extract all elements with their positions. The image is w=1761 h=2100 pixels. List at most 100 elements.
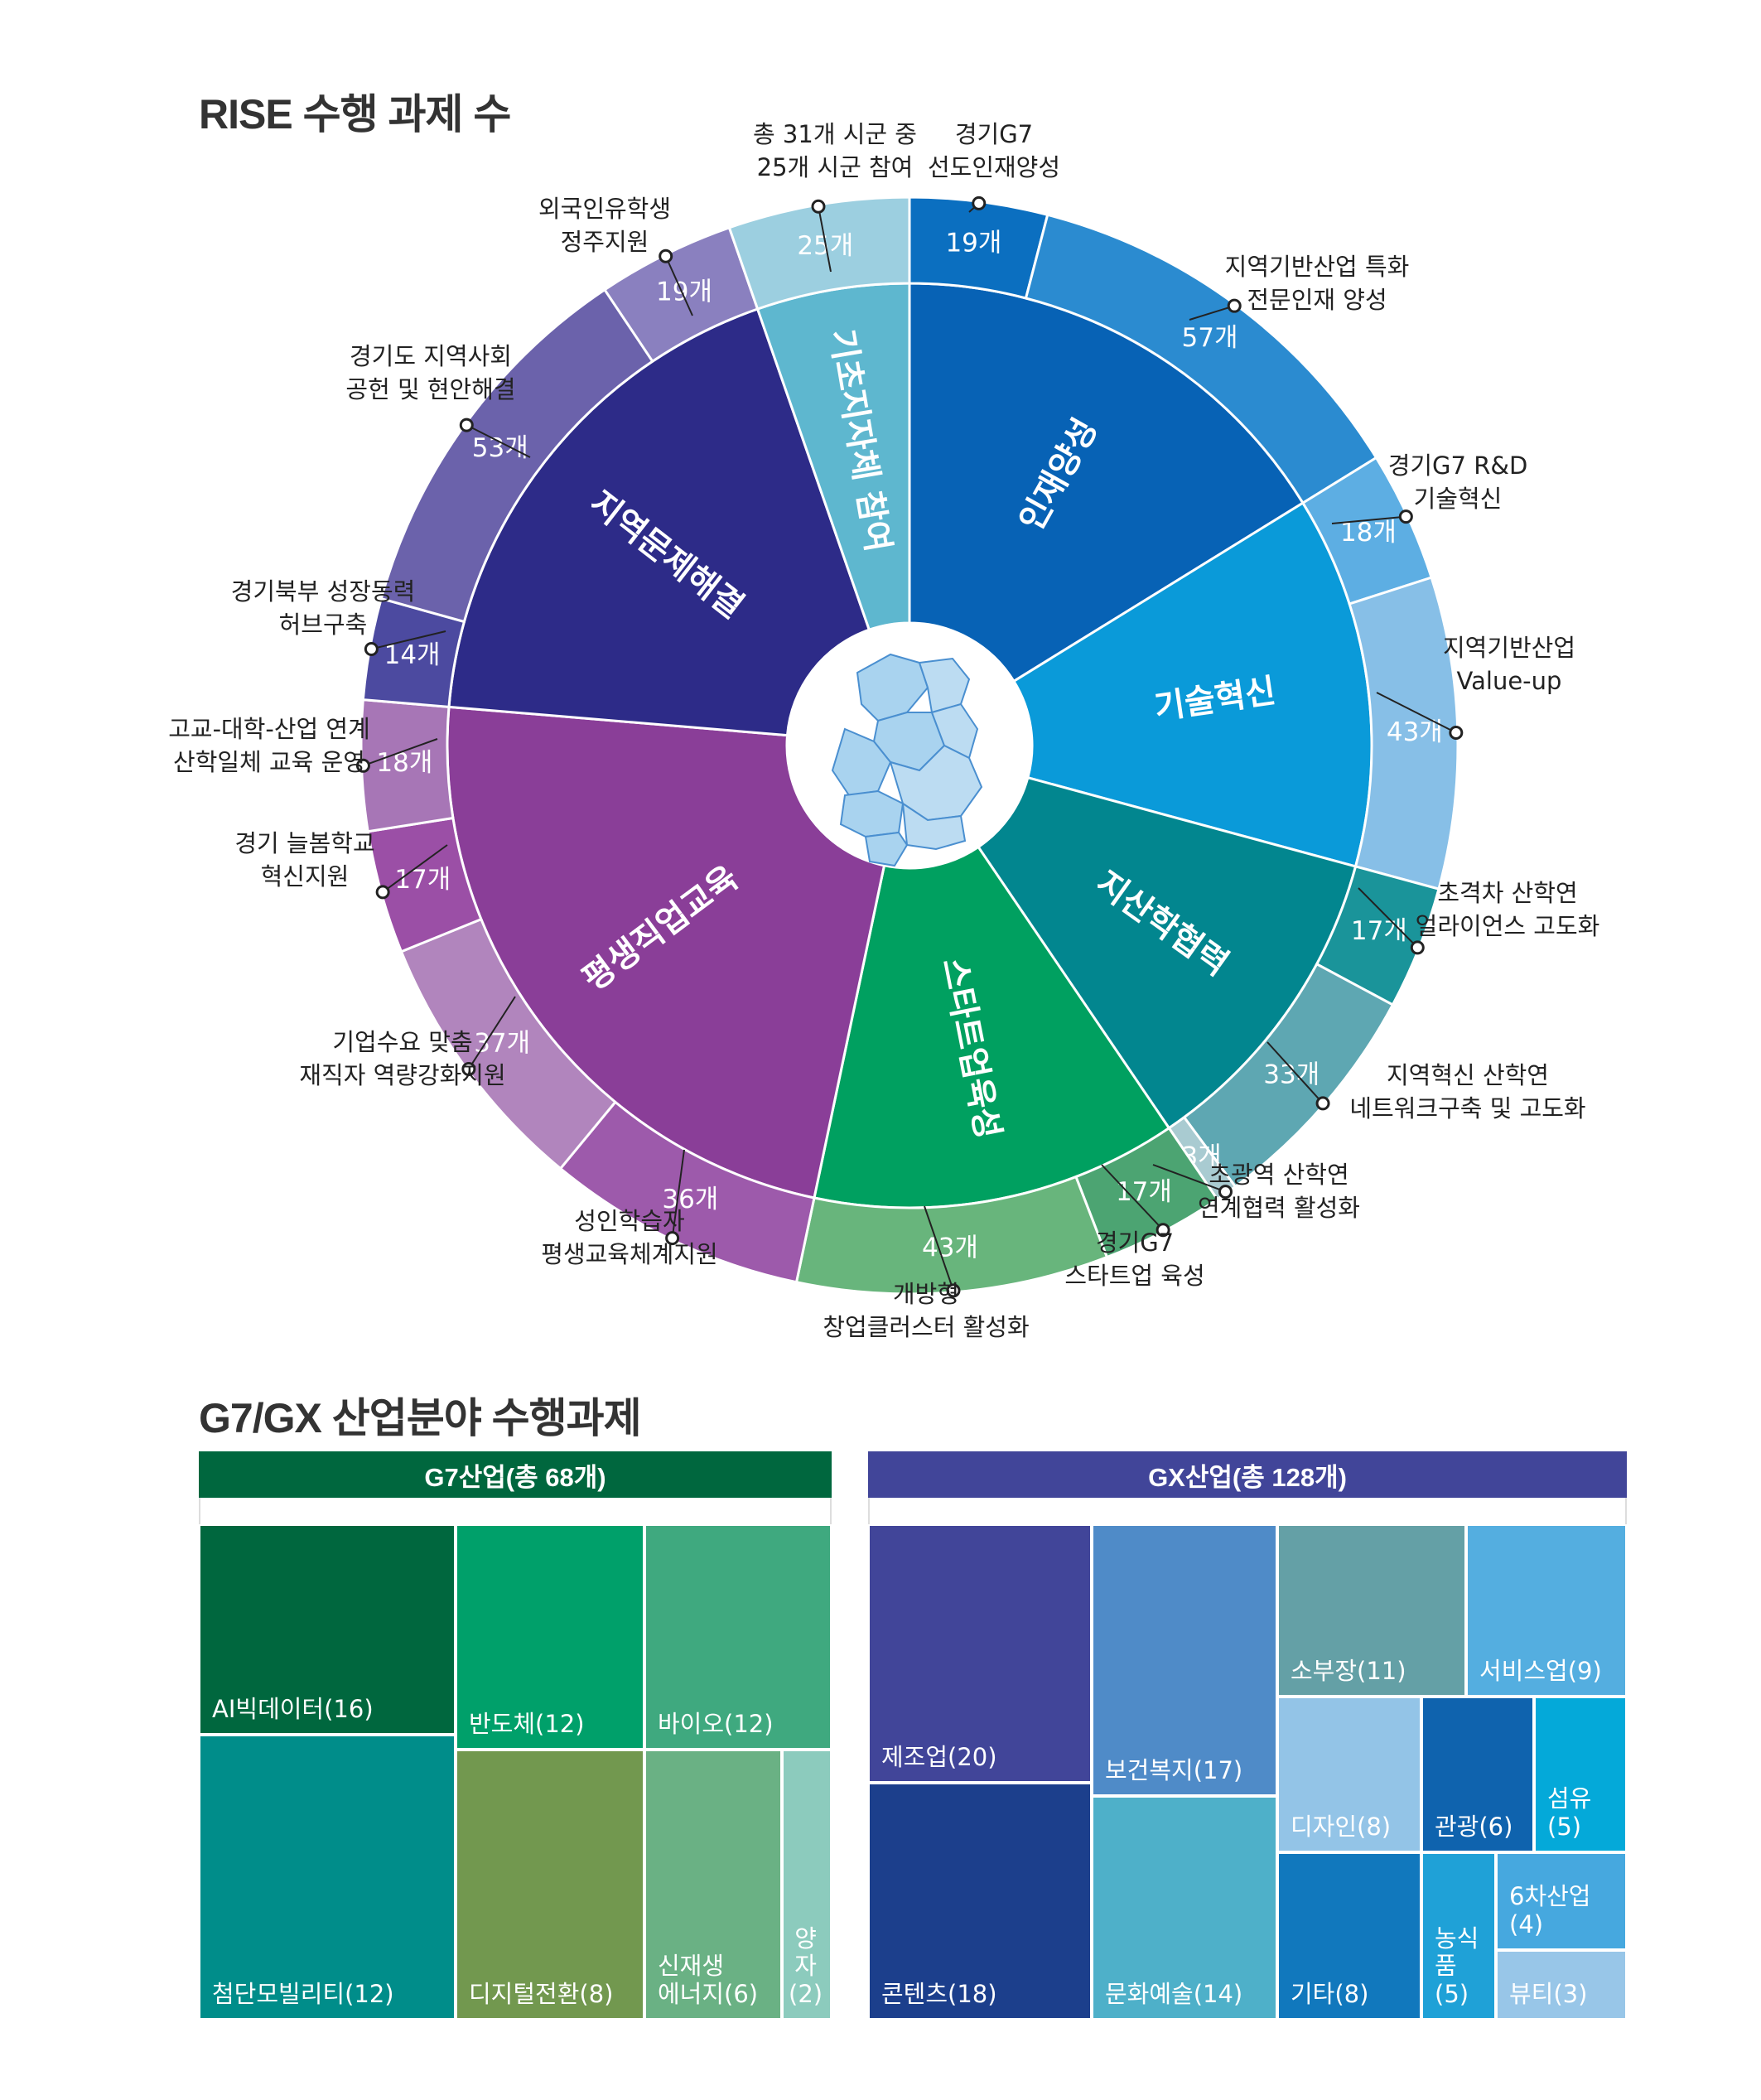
treemap-label: 바이오(12) xyxy=(658,1709,774,1738)
treemap-cell-관광: 관광(6) xyxy=(1421,1697,1534,1852)
annotation-dot xyxy=(375,885,390,900)
subcategory-segment-총-31개-시군-중-25개-시군-참여 xyxy=(727,196,911,311)
annotation-고교-대학-산업-연계-산학일체-교육-운영: 고교-대학-산업 연계 산학일체 교육 운영 xyxy=(168,715,370,776)
gx-treemap: GX산업(총 128개) 제조업(20) 콘텐츠(18) 보건복지(17) 문화예술(… xyxy=(868,1451,1627,2020)
count-label-경기도-지역사회-공헌-및-현안해결: 53개 xyxy=(472,433,528,463)
treemap-label: 반도체(12) xyxy=(469,1709,585,1738)
annotation-dot xyxy=(1449,726,1464,741)
annotation-dot xyxy=(811,199,826,214)
treemap-cell-뷰티: 뷰티(3) xyxy=(1496,1950,1627,2020)
annotation-dot xyxy=(972,196,987,210)
treemap-header-gap xyxy=(868,1498,1627,1524)
count-label-경기G7-R-D-기술혁신: 18개 xyxy=(1340,518,1397,548)
annotation-지역혁신-산학연-네트워크구축-및-고도화: 지역혁신 산학연 네트워크구축 및 고도화 xyxy=(1349,1061,1585,1122)
annotation-dot xyxy=(665,1231,680,1246)
treemap-label: 관광(6) xyxy=(1435,1812,1513,1841)
treemap-cell-디자인: 디자인(8) xyxy=(1277,1697,1421,1852)
treemap-label: 디지털전환(8) xyxy=(469,1979,614,2008)
map-region xyxy=(864,831,909,867)
annotation-leader xyxy=(466,424,531,458)
annotation-leader xyxy=(1331,515,1406,524)
annotation-외국인유학생-정주지원: 외국인유학생 정주지원 xyxy=(538,195,671,256)
annotation-경기도-지역사회-공헌-및-현안해결: 경기도 지역사회 공헌 및 현안해결 xyxy=(345,342,515,403)
annotation-dot xyxy=(1315,1096,1330,1111)
treemap-cell-디지털전환: 디지털전환(8) xyxy=(456,1750,644,2020)
annotation-dot xyxy=(1156,1223,1170,1238)
annotation-leader xyxy=(664,255,693,316)
treemap-cell-섬유: 섬유(5) xyxy=(1534,1697,1627,1852)
count-label-경기북부-성장동력-허브구축: 14개 xyxy=(384,640,441,670)
annotation-성인학습자-평생교육체계지원: 성인학습자 평생교육체계지원 xyxy=(541,1207,717,1268)
g7-treemap-header: G7산업(총 68개) xyxy=(199,1451,832,1498)
section-title-g7gx: G7/GX 산업분야 수행과제 xyxy=(199,1395,642,1441)
treemap-cell-문화예술: 문화예술(14) xyxy=(1092,1796,1277,2020)
annotation-leader xyxy=(924,1205,954,1291)
treemap-label: 신재생 에너지(6) xyxy=(658,1952,759,2008)
treemap-label: 콘텐츠(18) xyxy=(881,1979,997,2008)
annotation-경기G7-스타트업-육성: 경기G7 스타트업 육성 xyxy=(1064,1229,1204,1290)
annotation-지역기반산업-Value-up: 지역기반산업 Value-up xyxy=(1443,634,1575,695)
annotation-dot xyxy=(355,758,370,773)
count-label-지역기반산업-Value-up: 43개 xyxy=(1387,717,1443,747)
annotation-dot xyxy=(659,249,673,263)
count-label-지역기반산업-특화-전문인재-양성: 57개 xyxy=(1182,323,1238,353)
annotation-leader xyxy=(1266,1041,1324,1104)
treemap-cell-농식품: 농식품 (5) xyxy=(1421,1852,1496,2020)
gx-treemap-header: GX산업(총 128개) xyxy=(868,1451,1627,1498)
treemap-label: 보건복지(17) xyxy=(1105,1755,1243,1784)
annotation-경기G7-R-D-기술혁신: 경기G7 R&D 기술혁신 xyxy=(1388,451,1528,513)
annotation-개방형-창업클러스터-활성화: 개방형 창업클러스터 활성화 xyxy=(823,1280,1029,1341)
treemap-label: 뷰티(3) xyxy=(1509,1979,1588,2008)
annotation-지역기반산업-특화-전문인재-양성: 지역기반산업 특화 전문인재 양성 xyxy=(1225,253,1410,314)
treemap-cell-6차산업: 6차산업 (4) xyxy=(1496,1852,1627,1950)
annotation-기업수요-맞춤-재직자-역량강화지원: 기업수요 맞춤 재직자 역량강화지원 xyxy=(299,1028,505,1089)
annotation-경기G7-선도인재양성: 경기G7 선도인재양성 xyxy=(928,120,1060,181)
treemap-label: 첨단모빌리티(12) xyxy=(212,1979,394,2008)
section-title-rise: RISE 수행 과제 수 xyxy=(199,91,511,138)
treemap-cell-AI빅데이터: AI빅데이터(16) xyxy=(199,1524,456,1735)
annotation-leader xyxy=(671,1149,685,1238)
count-label-지역혁신-산학연-네트워크구축-및-고도화: 33개 xyxy=(1263,1060,1320,1090)
annotation-dot xyxy=(459,418,474,432)
treemap-cell-바이오: 바이오(12) xyxy=(644,1524,832,1750)
annotation-dot xyxy=(461,1061,476,1076)
treemap-header-gap xyxy=(199,1498,832,1524)
count-label-기업수요-맞춤-재직자-역량강화지원: 37개 xyxy=(474,1028,530,1058)
annotation-dot xyxy=(1227,298,1242,313)
treemap-label: 6차산업 (4) xyxy=(1509,1882,1591,1938)
annotation-경기-늘봄학교-혁신지원: 경기 늘봄학교 혁신지원 xyxy=(234,829,374,891)
annotation-leader xyxy=(371,630,446,650)
treemap-label: 서비스업(9) xyxy=(1479,1656,1602,1685)
treemap-label: 섬유(5) xyxy=(1547,1784,1592,1841)
annotation-leader xyxy=(818,206,832,273)
annotation-dot xyxy=(946,1283,961,1298)
treemap-cell-기타: 기타(8) xyxy=(1277,1852,1421,2020)
treemap-cell-소부장: 소부장(11) xyxy=(1277,1524,1466,1697)
annotation-초광역-산학연-연계협력-활성화: 초광역 산학연 연계협력 활성화 xyxy=(1198,1161,1360,1222)
treemap-label: 문화예술(14) xyxy=(1105,1979,1243,2008)
count-label-개방형-창업클러스터-활성화: 43개 xyxy=(922,1233,978,1263)
annotation-leader xyxy=(1358,887,1419,949)
gyeonggi-map-icon xyxy=(787,623,1032,868)
treemap-label: 제조업(20) xyxy=(881,1742,997,1771)
treemap-label: 양 자 (2) xyxy=(789,1924,823,2008)
annotation-경기북부-성장동력-허브구축: 경기북부 성장동력 허브구축 xyxy=(231,577,416,639)
count-label-고교-대학-산업-연계-산학일체-교육-운영: 18개 xyxy=(376,748,432,778)
annotation-dot xyxy=(1410,940,1425,955)
annotation-총-31개-시군-중-25개-시군-참여: 총 31개 시군 중 25개 시군 참여 xyxy=(753,120,917,181)
treemap-cell-반도체: 반도체(12) xyxy=(456,1524,644,1750)
treemap-label: 기타(8) xyxy=(1291,1979,1369,2008)
annotation-leader xyxy=(382,844,448,893)
annotation-초격차-산학연-얼라이언스-고도화: 초격차 산학연 얼라이언스 고도화 xyxy=(1416,879,1600,940)
map-region xyxy=(856,653,929,722)
annotation-dot xyxy=(1218,1185,1233,1200)
treemap-cell-신재생에너지: 신재생 에너지(6) xyxy=(644,1750,782,2020)
outer-ring: 19개57개18개43개17개33개3개17개43개36개37개17개18개14… xyxy=(359,196,1459,1296)
treemap-label: 농식품 (5) xyxy=(1435,1924,1479,2008)
g7-treemap: G7산업(총 68개) AI빅데이터(16) 첨단모빌리티(12) 반도체(12) 바… xyxy=(199,1451,832,2020)
treemap-label: AI빅데이터(16) xyxy=(212,1694,374,1723)
treemap-cell-서비스업: 서비스업(9) xyxy=(1466,1524,1627,1697)
annotation-leader xyxy=(1189,305,1235,321)
